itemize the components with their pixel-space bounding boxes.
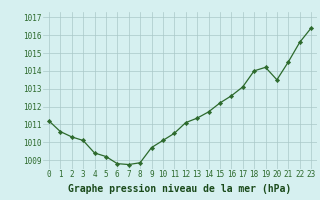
X-axis label: Graphe pression niveau de la mer (hPa): Graphe pression niveau de la mer (hPa) [68,184,292,194]
